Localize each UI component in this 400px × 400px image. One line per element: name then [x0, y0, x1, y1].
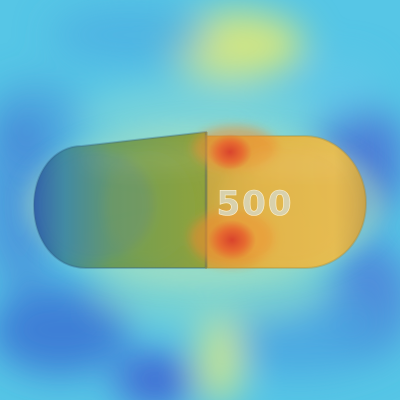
- capsule-highlights: [80, 150, 355, 173]
- hotspot-bottom: [208, 220, 256, 260]
- imprint-text: 500: [217, 184, 294, 224]
- capsule-imprint: 500: [216, 184, 294, 225]
